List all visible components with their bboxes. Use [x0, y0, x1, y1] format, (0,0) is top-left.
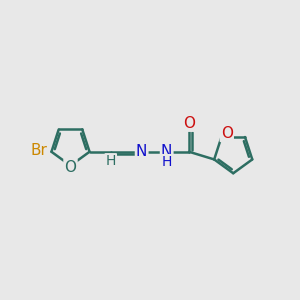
Text: O: O [64, 160, 76, 175]
Text: O: O [183, 116, 195, 131]
Text: N: N [136, 144, 147, 159]
Text: H: H [161, 155, 172, 169]
Text: Br: Br [31, 143, 47, 158]
Text: H: H [106, 154, 116, 168]
Text: N: N [161, 144, 172, 159]
Text: O: O [221, 126, 233, 141]
